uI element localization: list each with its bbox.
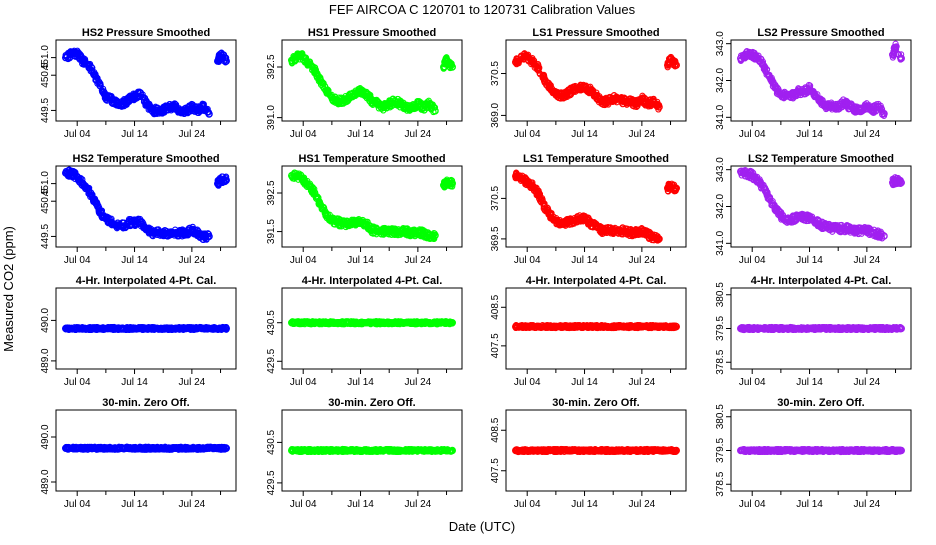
x-tick-label: Jul 24 [405, 129, 432, 140]
series-cloud [289, 51, 454, 115]
series-cloud [738, 41, 903, 118]
panel-title: HS2 Temperature Smoothed [72, 153, 219, 165]
x-tick-label: Jul 24 [629, 129, 656, 140]
y-tick-label: 342.0 [715, 194, 726, 219]
x-tick-label: Jul 04 [739, 129, 766, 140]
y-tick-label: 370.5 [490, 61, 501, 86]
y-tick-label: 407.5 [490, 333, 501, 358]
x-tick-label: Jul 14 [796, 255, 823, 266]
x-tick-label: Jul 14 [347, 129, 374, 140]
x-tick-label: Jul 14 [121, 255, 148, 266]
x-tick-label: Jul 24 [854, 129, 881, 140]
series-cloud [738, 168, 903, 241]
y-tick-label: 342.0 [715, 68, 726, 93]
x-tick-label: Jul 14 [571, 129, 598, 140]
panel-3: LS1 Pressure Smoothed 369.0 370.5 Jul 04 Jul… [490, 27, 686, 140]
panel-2: HS1 Pressure Smoothed 391.0 392.5 Jul 04 Jul… [266, 27, 462, 140]
x-tick-label: Jul 04 [514, 377, 541, 388]
y-tick-label: 449.5 [40, 223, 51, 248]
panel-title: LS1 Temperature Smoothed [523, 153, 669, 165]
y-tick-label: 392.5 [266, 180, 277, 205]
y-tick-label: 391.0 [266, 105, 277, 130]
x-tick-label: Jul 24 [405, 377, 432, 388]
figure-title: FEF AIRCOA C 120701 to 120731 Calibratio… [329, 2, 636, 17]
panel-title: LS2 Temperature Smoothed [748, 153, 894, 165]
series-cloud [513, 170, 679, 243]
panel-9: 4-Hr. Interpolated 4-Pt. Cal. 489.0 490.0 J… [40, 275, 236, 388]
x-tick-label: Jul 14 [796, 129, 823, 140]
x-tick-label: Jul 04 [514, 255, 541, 266]
panel-grid: HS2 Pressure Smoothed449.5450.5451.0Jul … [40, 27, 911, 510]
y-tick-label: 451.0 [40, 171, 51, 196]
x-tick-label: Jul 04 [290, 377, 317, 388]
panel-title: 4-Hr. Interpolated 4-Pt. Cal. [76, 275, 217, 287]
y-tick-label: 343.0 [715, 31, 726, 56]
x-tick-label: Jul 04 [739, 255, 766, 266]
y-tick-label: 341.0 [715, 104, 726, 129]
panel-7: LS1 Temperature Smoothed 369.5 370.5 Jul 04… [490, 153, 686, 266]
panel-5: HS2 Temperature Smoothed449.5450.5451.0J… [40, 153, 236, 266]
y-tick-label: 341.0 [715, 230, 726, 255]
y-tick-label: 408.5 [490, 294, 501, 319]
series-cloud [513, 51, 678, 112]
x-tick-label: Jul 14 [121, 377, 148, 388]
x-tick-label: Jul 24 [179, 377, 206, 388]
panel-title: LS1 Pressure Smoothed [532, 27, 659, 39]
plot-frame [282, 288, 462, 369]
y-tick-label: 343.0 [715, 157, 726, 182]
x-tick-label: Jul 04 [290, 255, 317, 266]
x-axis-label: Date (UTC) [449, 519, 515, 534]
panel-title: 4-Hr. Interpolated 4-Pt. Cal. [526, 275, 667, 287]
x-tick-label: Jul 04 [64, 377, 91, 388]
x-tick-label: Jul 14 [347, 377, 374, 388]
x-tick-label: Jul 24 [179, 129, 206, 140]
x-tick-label: Jul 04 [514, 129, 541, 140]
y-tick-label: 369.0 [490, 102, 501, 127]
x-tick-label: Jul 14 [121, 129, 148, 140]
y-tick-label: 449.5 [40, 97, 51, 122]
y-tick-label: 451.0 [40, 45, 51, 70]
panel-title: LS2 Pressure Smoothed [757, 27, 884, 39]
panel-1: HS2 Pressure Smoothed449.5450.5451.0Jul … [40, 27, 236, 140]
panel-title: 4-Hr. Interpolated 4-Pt. Cal. [302, 275, 443, 287]
y-tick-label: 429.5 [266, 348, 277, 373]
x-tick-label: Jul 14 [571, 377, 598, 388]
y-axis-label: Measured CO2 (ppm) [1, 226, 16, 352]
panel-title: HS1 Pressure Smoothed [308, 27, 436, 39]
y-tick-label: 392.5 [266, 54, 277, 79]
panel-11: 4-Hr. Interpolated 4-Pt. Cal. 407.5 408.5 J… [490, 275, 686, 388]
panel-title: HS1 Temperature Smoothed [298, 153, 445, 165]
x-tick-label: Jul 04 [64, 129, 91, 140]
x-tick-label: Jul 24 [629, 377, 656, 388]
panel-8: LS2 Temperature Smoothed 341.0 342.0 343.0 J… [715, 153, 911, 266]
y-tick-label: 489.0 [40, 348, 51, 373]
x-tick-label: Jul 24 [179, 255, 206, 266]
panel-6: HS1 Temperature Smoothed 391.5 392.5 Jul 04… [266, 153, 462, 266]
x-tick-label: Jul 24 [854, 255, 881, 266]
y-tick-label: 391.5 [266, 219, 277, 244]
panel-4: LS2 Pressure Smoothed 341.0 342.0 343.0 Jul … [715, 27, 911, 140]
series-cloud [289, 170, 454, 241]
x-tick-label: Jul 14 [347, 255, 374, 266]
y-tick-label: 490.0 [40, 307, 51, 332]
x-tick-label: Jul 24 [629, 255, 656, 266]
x-tick-label: Jul 14 [571, 255, 598, 266]
y-tick-label: 369.5 [490, 226, 501, 251]
y-tick-label: 430.5 [266, 310, 277, 335]
x-tick-label: Jul 24 [405, 255, 432, 266]
y-tick-label: 370.5 [490, 185, 501, 210]
panel-title: HS2 Pressure Smoothed [82, 27, 210, 39]
panel-10: 4-Hr. Interpolated 4-Pt. Cal. 429.5 430.5 J… [266, 275, 462, 388]
x-tick-label: Jul 04 [290, 129, 317, 140]
series-cloud [63, 167, 228, 242]
x-tick-label: Jul 04 [64, 255, 91, 266]
